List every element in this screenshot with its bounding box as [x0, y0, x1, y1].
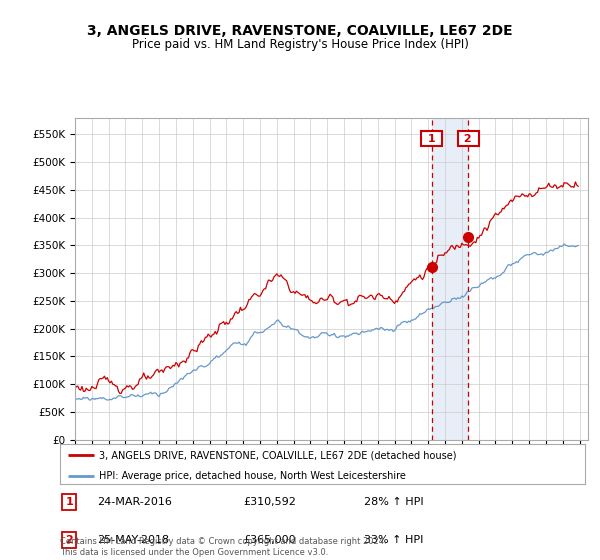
Bar [432, 118, 468, 440]
Text: 3, ANGELS DRIVE, RAVENSTONE, COALVILLE, LE67 2DE: 3, ANGELS DRIVE, RAVENSTONE, COALVILLE, … [87, 24, 513, 38]
Text: 2: 2 [65, 535, 73, 545]
Text: 1: 1 [424, 133, 440, 143]
Text: £310,592: £310,592 [244, 497, 296, 507]
Text: Price paid vs. HM Land Registry's House Price Index (HPI): Price paid vs. HM Land Registry's House … [131, 38, 469, 51]
Text: 25-MAY-2018: 25-MAY-2018 [97, 535, 169, 545]
Text: 28% ↑ HPI: 28% ↑ HPI [365, 497, 424, 507]
Text: 24-MAR-2016: 24-MAR-2016 [97, 497, 172, 507]
Text: Contains HM Land Registry data © Crown copyright and database right 2024.
This d: Contains HM Land Registry data © Crown c… [60, 537, 386, 557]
Text: 33% ↑ HPI: 33% ↑ HPI [365, 535, 424, 545]
Text: HPI: Average price, detached house, North West Leicestershire: HPI: Average price, detached house, Nort… [100, 470, 406, 480]
Text: 1: 1 [65, 497, 73, 507]
Text: £365,000: £365,000 [244, 535, 296, 545]
Text: 3, ANGELS DRIVE, RAVENSTONE, COALVILLE, LE67 2DE (detached house): 3, ANGELS DRIVE, RAVENSTONE, COALVILLE, … [100, 450, 457, 460]
Text: 2: 2 [460, 133, 476, 143]
